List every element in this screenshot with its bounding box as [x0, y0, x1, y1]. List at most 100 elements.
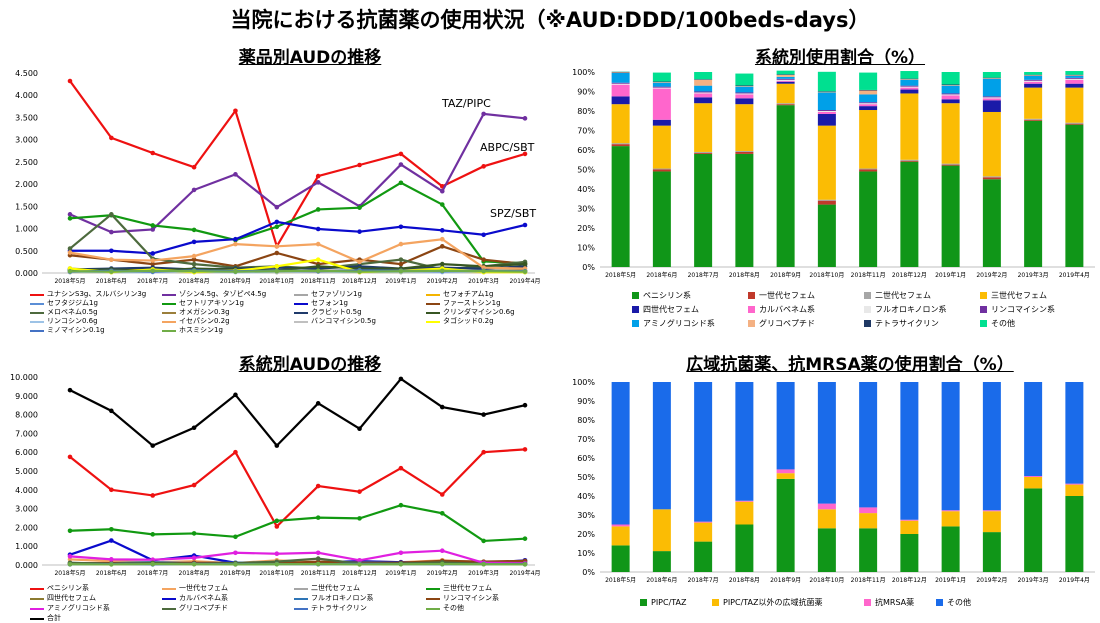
data-point: [192, 556, 197, 561]
data-point: [481, 412, 486, 417]
legend-swatch: [632, 306, 639, 313]
data-point: [68, 246, 73, 251]
bar-segment: [983, 79, 1001, 97]
bar-segment: [983, 97, 1001, 98]
legend-label: PIPC/TAZ: [651, 598, 687, 607]
y-tick-label: 70%: [577, 435, 595, 444]
data-point: [150, 151, 155, 156]
y-tick-label: 3.000: [15, 136, 38, 145]
legend-swatch: [294, 598, 308, 600]
x-tick-label: 2018年8月: [729, 576, 760, 584]
bar-segment: [612, 144, 630, 146]
data-point: [357, 489, 362, 494]
bar-segment: [859, 104, 877, 106]
y-tick-label: 40%: [577, 185, 595, 194]
legend-swatch: [640, 599, 647, 606]
legend-swatch: [294, 312, 308, 314]
bar-segment: [777, 81, 795, 82]
legend-label: その他: [443, 604, 464, 613]
x-tick-label: 2018年10月: [259, 277, 294, 285]
y-tick-label: 80%: [577, 107, 595, 116]
legend-label: 四世代セフェム: [47, 594, 96, 603]
bar-segment: [942, 526, 960, 572]
legend-label: ミノマイシン0.1g: [47, 326, 105, 335]
bar-segment: [859, 90, 877, 91]
bar-segment: [859, 169, 877, 170]
bar-segment: [900, 86, 918, 87]
bar-segment: [859, 94, 877, 102]
bar-segment: [777, 80, 795, 81]
bar-segment: [942, 382, 960, 510]
x-tick-label: 2019年3月: [1018, 271, 1049, 279]
x-tick-label: 2018年9月: [220, 277, 251, 285]
bar-segment: [942, 86, 960, 94]
bar-segment: [1024, 76, 1042, 80]
bar-segment: [1065, 496, 1083, 572]
legend-label: 四世代セフェム: [643, 305, 699, 314]
legend-item: セファゾリン1g: [294, 290, 362, 299]
data-point: [316, 174, 321, 179]
data-point: [399, 466, 404, 471]
legend-swatch: [162, 330, 176, 332]
bar-segment: [612, 104, 630, 143]
data-point: [523, 223, 528, 228]
legend-swatch: [294, 608, 308, 610]
data-point: [399, 550, 404, 555]
legend-label: 二世代セフェム: [311, 584, 360, 593]
legend-swatch: [30, 312, 44, 314]
legend-label: テトラサイクリン: [875, 319, 939, 328]
data-point: [275, 244, 280, 249]
series-line: [70, 379, 525, 446]
legend-label: 一世代セフェム: [759, 291, 815, 300]
bar-segment: [653, 73, 671, 82]
bar-segment: [983, 179, 1001, 267]
legend-item: カルバペネム系: [162, 594, 228, 603]
bar-segment: [818, 92, 836, 93]
data-point: [316, 180, 321, 185]
data-point: [109, 409, 114, 414]
legend-swatch: [162, 588, 176, 590]
data-point: [109, 527, 114, 532]
x-tick-label: 2018年8月: [729, 271, 760, 279]
x-tick-label: 2019年1月: [385, 277, 416, 285]
legend-swatch: [980, 306, 987, 313]
legend-item: アミノグリコシド系: [30, 604, 110, 613]
data-point: [440, 268, 445, 273]
bar-segment: [859, 513, 877, 528]
bar-segment: [694, 80, 712, 86]
legend-swatch: [426, 303, 440, 305]
data-point: [440, 202, 445, 207]
bar-segment: [653, 551, 671, 572]
legend-swatch: [30, 608, 44, 610]
bar-segment: [612, 525, 630, 527]
bar-segment: [900, 71, 918, 79]
data-point: [68, 212, 73, 217]
data-point: [523, 562, 528, 567]
data-point: [109, 230, 114, 235]
data-point: [481, 257, 486, 262]
data-point: [481, 539, 486, 544]
x-tick-label: 2019年1月: [935, 271, 966, 279]
data-point: [399, 180, 404, 185]
bar-segment: [900, 79, 918, 80]
legend-label: 二世代セフェム: [875, 291, 931, 300]
legend-swatch: [748, 306, 755, 313]
bar-segment: [983, 100, 1001, 112]
bar-segment: [900, 162, 918, 267]
legend-label: その他: [991, 319, 1015, 328]
data-point: [440, 405, 445, 410]
data-point: [109, 212, 114, 217]
data-point: [399, 242, 404, 247]
data-point: [68, 455, 73, 460]
legend-item: ミノマイシン0.1g: [30, 326, 105, 335]
legend-label: グリコペプチド: [759, 319, 815, 328]
bar-segment: [818, 126, 836, 200]
bar-segment: [777, 104, 795, 105]
data-point: [440, 228, 445, 233]
y-tick-label: 60%: [577, 454, 595, 463]
legend-swatch: [162, 608, 176, 610]
bar-segment: [818, 504, 836, 510]
data-point: [150, 258, 155, 263]
data-point: [233, 550, 238, 555]
bar-segment: [694, 97, 712, 103]
